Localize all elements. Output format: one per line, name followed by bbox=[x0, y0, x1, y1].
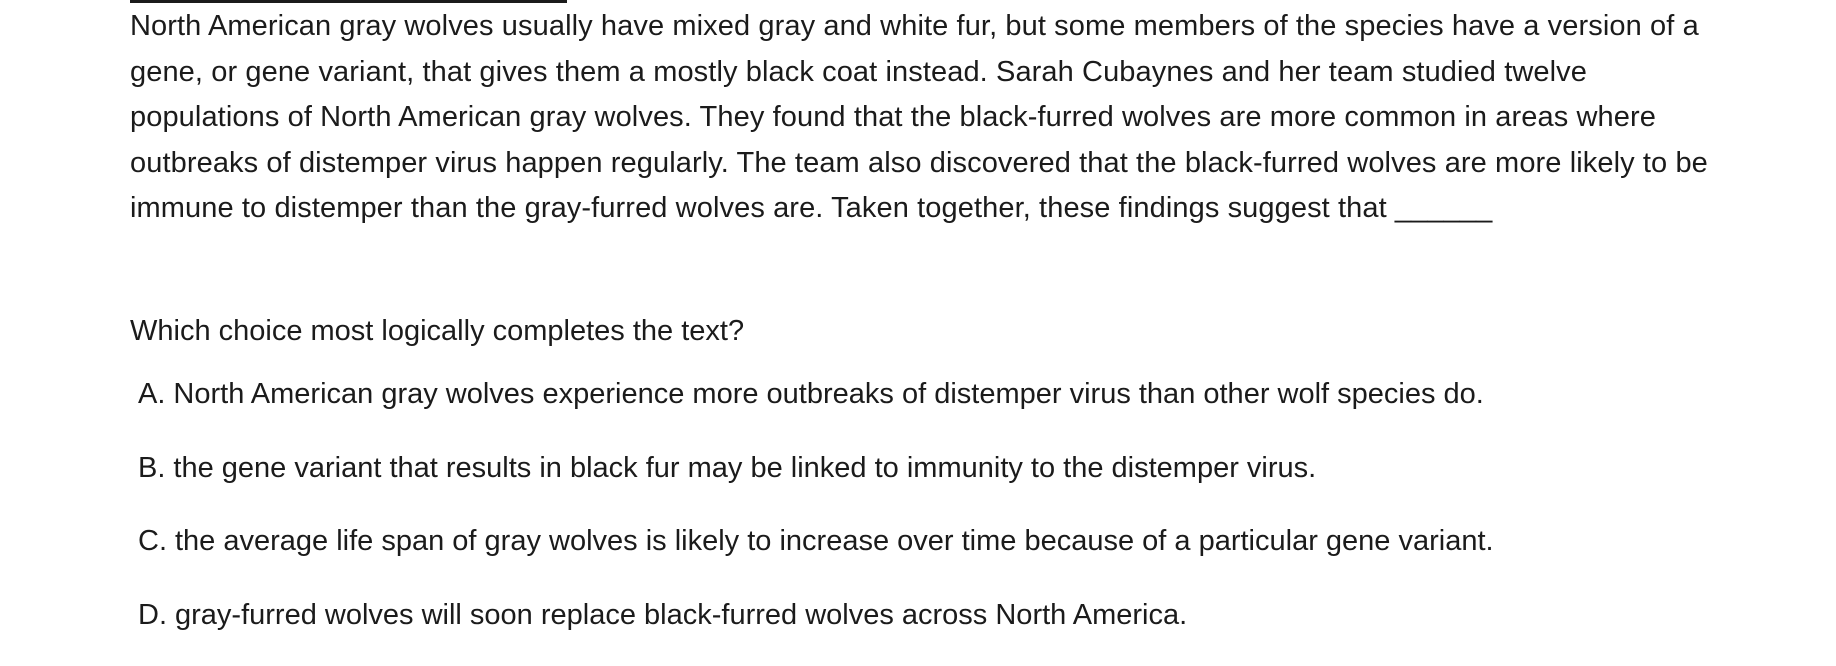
passage-text: North American gray wolves usually have … bbox=[130, 4, 1720, 232]
choice-b[interactable]: B. the gene variant that results in blac… bbox=[138, 446, 1494, 520]
choice-c[interactable]: C. the average life span of gray wolves … bbox=[138, 519, 1494, 593]
choice-letter: C. bbox=[138, 519, 167, 593]
divider-line bbox=[130, 0, 567, 3]
question-prompt: Which choice most logically completes th… bbox=[130, 309, 744, 354]
choice-text: the gene variant that results in black f… bbox=[173, 446, 1316, 520]
choice-text: North American gray wolves experience mo… bbox=[173, 372, 1483, 446]
choice-letter: D. bbox=[138, 593, 167, 666]
choice-text: gray-furred wolves will soon replace bla… bbox=[175, 593, 1187, 666]
choice-d[interactable]: D. gray-furred wolves will soon replace … bbox=[138, 593, 1494, 666]
choice-letter: A. bbox=[138, 372, 165, 446]
answer-choices: A. North American gray wolves experience… bbox=[138, 372, 1494, 666]
choice-a[interactable]: A. North American gray wolves experience… bbox=[138, 372, 1494, 446]
choice-text: the average life span of gray wolves is … bbox=[175, 519, 1494, 593]
choice-letter: B. bbox=[138, 446, 165, 520]
